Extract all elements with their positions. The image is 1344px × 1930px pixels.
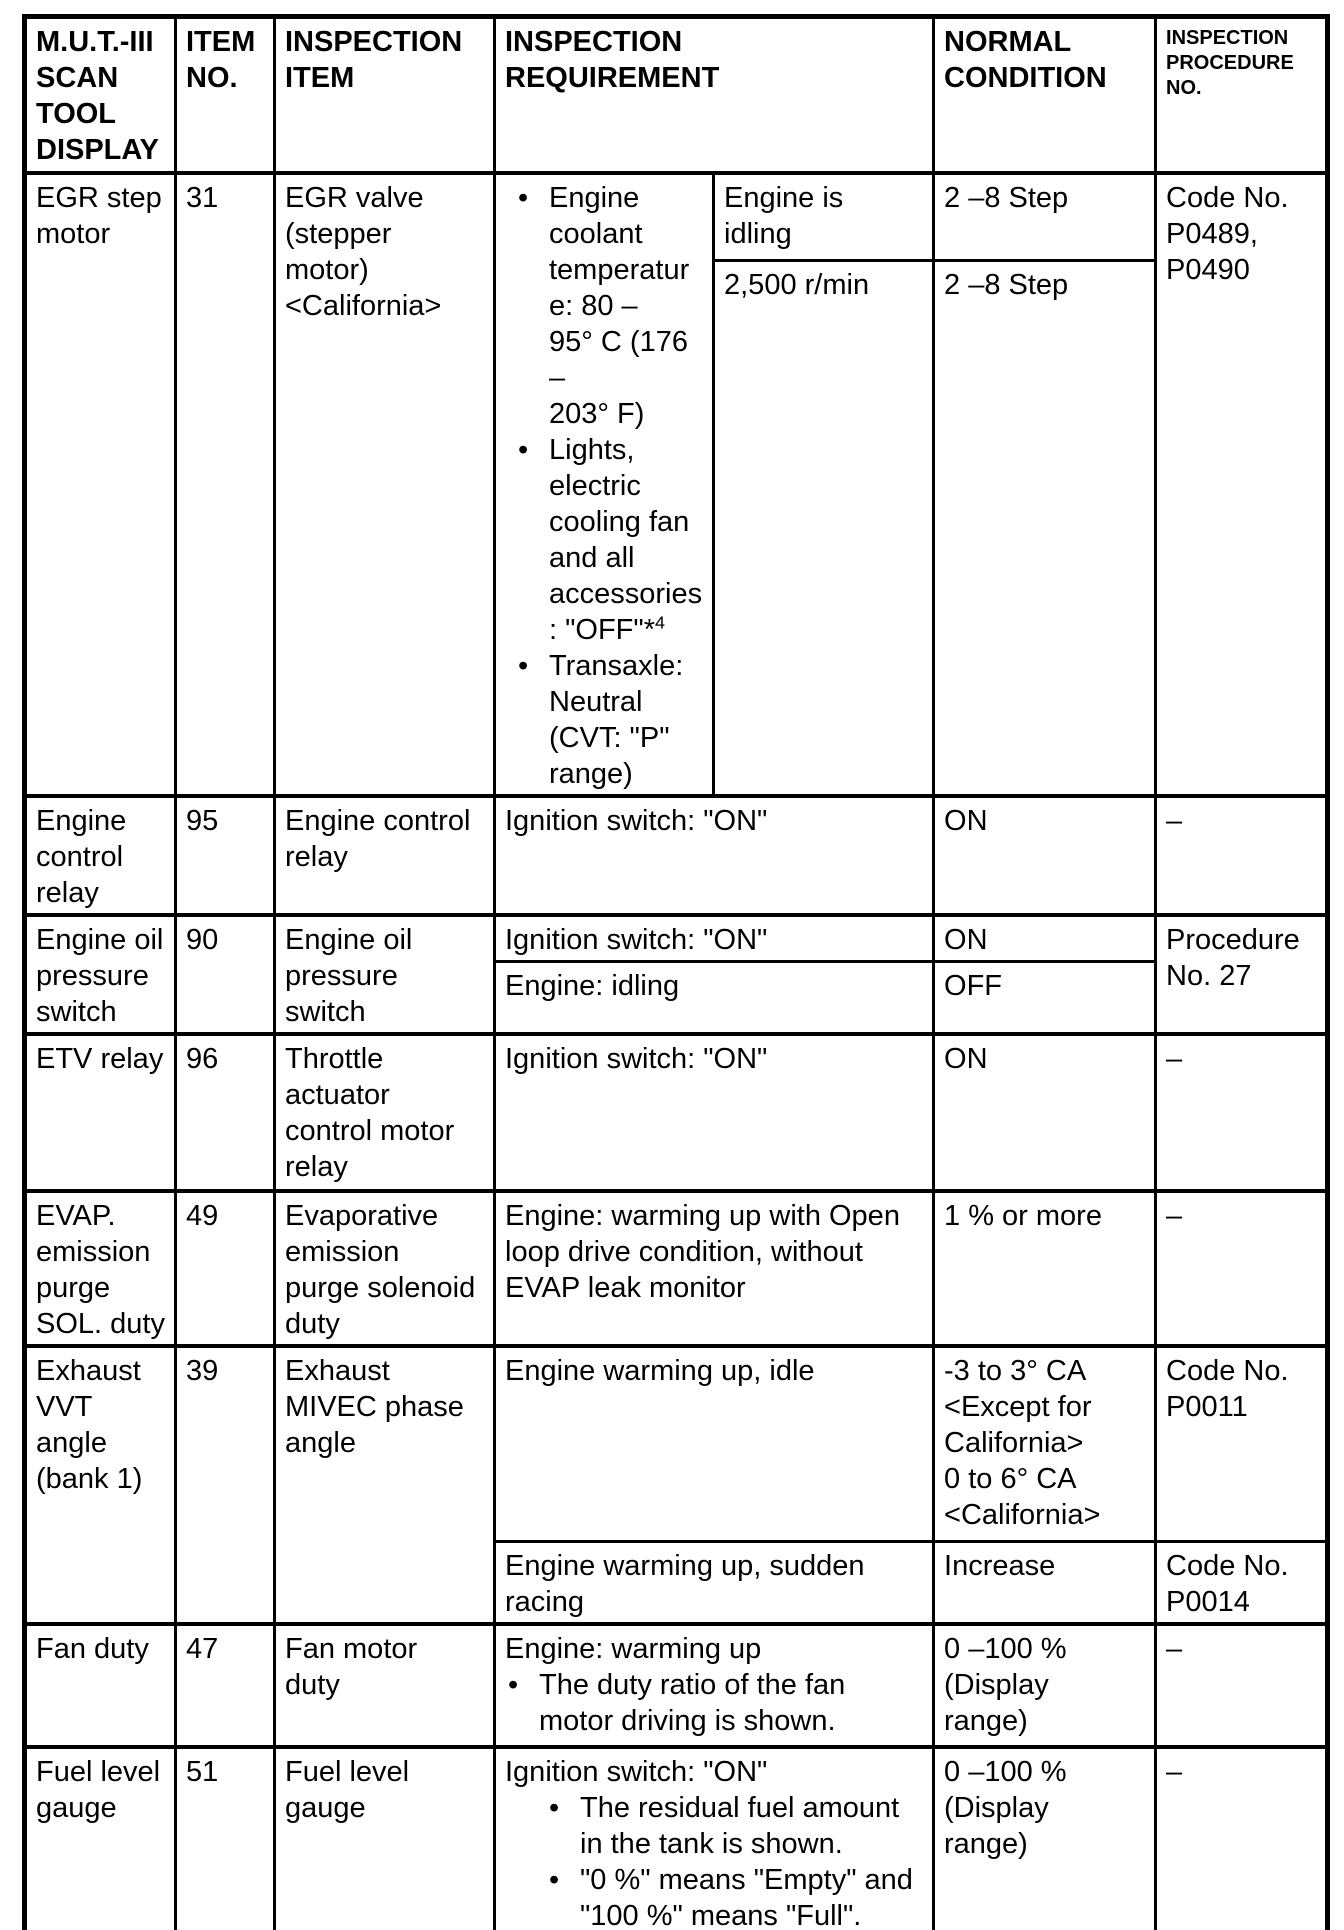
- bullet-icon: •: [549, 1792, 560, 1824]
- cell-eops-requirement-2: Engine: idling: [492, 960, 936, 1035]
- col-header-inspection-requirement: INSPECTION REQUIREMENT: [492, 15, 936, 174]
- bullet-icon: •: [518, 181, 529, 214]
- cell-egr-inspection-item: EGR valve (stepper motor) <California>: [273, 170, 496, 797]
- cell-eops-inspection-item: Engine oil pressure switch: [273, 912, 496, 1035]
- row-engine-control-relay: Engine control relay 95 Engine control r…: [23, 793, 1330, 916]
- cell-egr-procedure: Code No. P0489, P0490: [1154, 170, 1330, 797]
- cell-fuel-procedure: –: [1154, 1745, 1330, 1930]
- cell-egr-subreq-idling: Engine is idling: [711, 170, 936, 262]
- requirement-note-text: The residual fuel amount in the tank is …: [580, 1792, 900, 1860]
- inspection-data-table: M.U.T.-III SCAN TOOL DISPLAY ITEM NO. IN…: [22, 14, 1331, 1930]
- cell-fuel-display: Fuel level gauge: [23, 1745, 177, 1930]
- row-fuel-level-gauge: Fuel level gauge 51 Fuel level gauge Ign…: [23, 1745, 1330, 1930]
- cell-vvt-normal-racing: Increase: [932, 1540, 1158, 1626]
- cell-etv-requirement: Ignition switch: "ON": [492, 1031, 936, 1192]
- cell-vvt-normal-idle: -3 to 3° CA <Except for California> 0 to…: [932, 1343, 1158, 1543]
- cell-vvt-requirement-racing: Engine warming up, sudden racing: [492, 1540, 936, 1626]
- cell-fan-normal: 0 –100 % (Display range): [932, 1622, 1158, 1749]
- condition-text: Transaxle: Neutral (CVT: "P" range): [549, 649, 684, 790]
- cell-fan-procedure: –: [1154, 1622, 1330, 1749]
- cell-vvt-item-no: 39: [174, 1343, 276, 1626]
- row-etv-relay: ETV relay 96 Throttle actuator control m…: [23, 1031, 1330, 1192]
- requirement-note-item: • "0 %" means "Empty" and "100 %" means "…: [549, 1862, 926, 1930]
- cell-fan-item-no: 47: [174, 1622, 276, 1749]
- col-header-scan-tool-display: M.U.T.-III SCAN TOOL DISPLAY: [23, 15, 177, 174]
- table-header-row: M.U.T.-III SCAN TOOL DISPLAY ITEM NO. IN…: [23, 15, 1330, 174]
- cell-ecr-requirement: Ignition switch: "ON": [492, 793, 936, 916]
- row-egr-step-motor: EGR step motor 31 EGR valve (stepper mot…: [23, 170, 1330, 797]
- condition-text-main: Lights, electric cooling fan and all acc…: [549, 433, 703, 646]
- cell-fan-inspection-item: Fan motor duty: [273, 1622, 496, 1749]
- condition-bullet-item: • Engine coolant temperatur e: 80 – 95° C…: [518, 180, 706, 432]
- cell-eops-procedure: Procedure No. 27: [1154, 912, 1330, 1035]
- row-exhaust-vvt-angle: Exhaust VVT angle (bank 1) 39 Exhaust MI…: [23, 1343, 1330, 1626]
- cell-etv-item-no: 96: [174, 1031, 276, 1192]
- cell-vvt-display: Exhaust VVT angle (bank 1): [23, 1343, 177, 1626]
- cell-eops-requirement-1: Ignition switch: "ON": [492, 912, 936, 963]
- row-engine-oil-pressure-switch-sub2: Engine: idling OFF: [25, 960, 1328, 1035]
- cell-evap-normal: 1 % or more: [932, 1188, 1158, 1347]
- bullet-icon: •: [518, 649, 529, 682]
- cell-ecr-item-no: 95: [174, 793, 276, 916]
- bullet-icon: •: [508, 1669, 519, 1701]
- condition-bullet-item: • Transaxle: Neutral (CVT: "P" range): [518, 648, 706, 792]
- cell-vvt-procedure-idle: Code No. P0011: [1154, 1343, 1330, 1543]
- cell-ecr-display: Engine control relay: [23, 793, 177, 916]
- cell-egr-normal-2500: 2 –8 Step: [932, 258, 1158, 798]
- col-header-normal-condition: NORMAL CONDITION: [932, 15, 1158, 174]
- cell-evap-display: EVAP. emission purge SOL. duty: [23, 1188, 177, 1347]
- cell-egr-item-no: 31: [174, 170, 276, 797]
- cell-etv-inspection-item: Throttle actuator control motor relay: [273, 1031, 496, 1192]
- cell-egr-subreq-2500: 2,500 r/min: [711, 258, 936, 798]
- footnote-marker: 4: [654, 611, 665, 632]
- cell-vvt-inspection-item: Exhaust MIVEC phase angle: [273, 1343, 496, 1626]
- page: { "bullet": "•", "table": { "header": { …: [0, 14, 1344, 1930]
- requirement-note-text: "0 %" means "Empty" and "100 %" means "F…: [580, 1864, 913, 1930]
- bullet-icon: •: [518, 433, 529, 466]
- row-fan-duty: Fan duty 47 Fan motor duty Engine: warmi…: [23, 1622, 1330, 1749]
- cell-evap-inspection-item: Evaporative emission purge solenoid duty: [273, 1188, 496, 1347]
- bullet-icon: •: [549, 1864, 560, 1896]
- col-header-inspection-procedure-no: INSPECTION PROCEDURE NO.: [1154, 15, 1330, 174]
- requirement-intro: Engine: warming up: [505, 1633, 762, 1665]
- condition-text: Engine coolant temperatur e: 80 – 95° C …: [549, 181, 690, 430]
- cell-fuel-requirement: Ignition switch: "ON" • The residual fuel …: [492, 1745, 936, 1930]
- requirement-note-text: The duty ratio of the fan motor driving …: [539, 1669, 846, 1737]
- requirement-note-item: • The duty ratio of the fan motor driving…: [508, 1667, 926, 1739]
- cell-egr-display: EGR step motor: [23, 170, 177, 797]
- cell-vvt-requirement-idle: Engine warming up, idle: [492, 1343, 936, 1543]
- requirement-intro: Ignition switch: "ON": [505, 1756, 768, 1788]
- cell-eops-display: Engine oil pressure switch: [23, 912, 177, 1035]
- cell-evap-requirement: Engine: warming up with Open loop drive …: [492, 1188, 936, 1347]
- row-evap-purge-sol-duty: EVAP. emission purge SOL. duty 49 Evapor…: [23, 1188, 1330, 1347]
- cell-ecr-inspection-item: Engine control relay: [273, 793, 496, 916]
- condition-text: Lights, electric cooling fan and all acc…: [549, 432, 706, 648]
- cell-eops-normal-2: OFF: [932, 960, 1158, 1035]
- cell-fuel-normal: 0 –100 % (Display range): [932, 1745, 1158, 1930]
- row-egr-step-motor-sub2: 2,500 r/min 2 –8 Step: [25, 258, 1328, 798]
- row-exhaust-vvt-angle-sub2: Engine warming up, sudden racing Increas…: [25, 1540, 1330, 1626]
- cell-fan-display: Fan duty: [23, 1622, 177, 1749]
- cell-fan-requirement: Engine: warming up • The duty ratio of the…: [492, 1622, 936, 1749]
- cell-egr-conditions: • Engine coolant temperatur e: 80 – 95° C…: [493, 170, 715, 797]
- requirement-note-item: • The residual fuel amount in the tank is…: [549, 1790, 926, 1862]
- cell-vvt-procedure-racing: Code No. P0014: [1154, 1540, 1330, 1626]
- cell-fuel-item-no: 51: [174, 1745, 276, 1930]
- cell-ecr-normal: ON: [932, 793, 1158, 916]
- cell-etv-display: ETV relay: [23, 1031, 177, 1192]
- cell-egr-normal-idling: 2 –8 Step: [932, 170, 1158, 262]
- cell-etv-normal: ON: [932, 1031, 1158, 1192]
- cell-etv-procedure: –: [1154, 1031, 1330, 1192]
- cell-evap-item-no: 49: [174, 1188, 276, 1347]
- cell-eops-normal-1: ON: [932, 912, 1158, 963]
- cell-eops-item-no: 90: [174, 912, 276, 1035]
- cell-fuel-inspection-item: Fuel level gauge: [273, 1745, 496, 1930]
- col-header-inspection-item: INSPECTION ITEM: [273, 15, 496, 174]
- cell-evap-procedure: –: [1154, 1188, 1330, 1347]
- row-engine-oil-pressure-switch: Engine oil pressure switch 90 Engine oil…: [23, 912, 1330, 1035]
- cell-ecr-procedure: –: [1154, 793, 1330, 916]
- condition-bullet-item: • Lights, electric cooling fan and all ac…: [518, 432, 706, 648]
- col-header-item-no: ITEM NO.: [174, 15, 276, 174]
